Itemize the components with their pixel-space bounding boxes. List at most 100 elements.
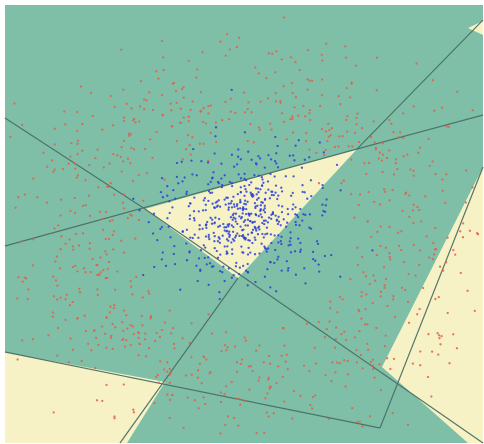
outer-class-point bbox=[334, 326, 338, 329]
outer-class-point bbox=[258, 344, 261, 347]
outer-class-point bbox=[99, 271, 102, 274]
outer-class-point bbox=[224, 100, 227, 104]
inner-class-point bbox=[291, 191, 294, 195]
outer-class-point bbox=[71, 245, 75, 248]
outer-class-point bbox=[101, 228, 105, 231]
outer-class-point bbox=[239, 403, 242, 406]
outer-class-point bbox=[162, 68, 165, 72]
outer-class-point bbox=[371, 364, 375, 368]
outer-class-point bbox=[274, 92, 277, 95]
outer-class-point bbox=[202, 107, 205, 110]
outer-class-point bbox=[283, 400, 286, 403]
inner-class-point bbox=[231, 252, 234, 256]
outer-class-point bbox=[199, 109, 203, 113]
inner-class-point bbox=[232, 195, 235, 198]
inner-class-point bbox=[236, 202, 239, 206]
outer-class-point bbox=[138, 120, 141, 123]
outer-class-point bbox=[330, 379, 333, 383]
outer-class-point bbox=[434, 172, 437, 176]
outer-class-point bbox=[156, 373, 159, 377]
inner-class-point bbox=[236, 232, 239, 235]
outer-class-point bbox=[257, 379, 260, 382]
inner-class-point bbox=[239, 191, 242, 194]
outer-class-point bbox=[246, 139, 249, 143]
outer-class-point bbox=[56, 354, 59, 357]
outer-class-point bbox=[96, 288, 99, 291]
inner-class-point bbox=[189, 236, 192, 239]
inner-class-point bbox=[266, 221, 270, 224]
outer-class-point bbox=[286, 368, 289, 371]
outer-class-point bbox=[96, 293, 99, 297]
inner-class-point bbox=[273, 175, 276, 178]
outer-class-point bbox=[181, 158, 184, 161]
inner-class-point bbox=[175, 161, 179, 165]
boundary-line-3 bbox=[356, 114, 484, 150]
inner-class-point bbox=[173, 262, 177, 266]
outer-class-point bbox=[237, 36, 241, 39]
outer-class-point bbox=[100, 325, 104, 328]
outer-class-point bbox=[166, 370, 169, 373]
outer-class-point bbox=[141, 324, 144, 327]
outer-class-point bbox=[77, 244, 81, 247]
outer-class-point bbox=[280, 112, 284, 115]
outer-class-point bbox=[373, 376, 376, 379]
inner-class-point bbox=[311, 250, 315, 254]
inner-class-point bbox=[242, 251, 245, 254]
outer-class-point bbox=[252, 141, 255, 144]
outer-class-point bbox=[76, 129, 79, 133]
inner-class-point bbox=[285, 260, 288, 263]
inner-class-point bbox=[244, 269, 248, 272]
outer-class-point bbox=[378, 203, 382, 206]
inner-class-point bbox=[221, 183, 224, 187]
outer-class-point bbox=[129, 285, 133, 288]
inner-class-point bbox=[193, 219, 196, 222]
inner-class-point bbox=[238, 272, 241, 276]
outer-class-point bbox=[149, 138, 152, 141]
inner-class-point bbox=[299, 248, 302, 251]
inner-class-point bbox=[221, 271, 224, 274]
outer-class-point bbox=[350, 192, 353, 196]
inner-class-point bbox=[227, 239, 230, 242]
outer-class-point bbox=[89, 270, 92, 274]
outer-class-point bbox=[415, 62, 418, 65]
inner-class-point bbox=[232, 216, 235, 219]
outer-class-point bbox=[52, 411, 55, 414]
outer-class-point bbox=[315, 151, 318, 154]
outer-class-point bbox=[293, 106, 296, 109]
outer-class-point bbox=[424, 195, 427, 198]
inner-class-point bbox=[222, 222, 225, 226]
outer-class-point bbox=[104, 277, 107, 280]
outer-class-point bbox=[163, 368, 166, 371]
inner-class-point bbox=[277, 194, 280, 197]
outer-class-point bbox=[369, 360, 373, 364]
outer-class-point bbox=[120, 146, 123, 149]
inner-class-point bbox=[263, 246, 267, 250]
outer-class-point bbox=[233, 345, 237, 348]
outer-class-point bbox=[234, 111, 237, 114]
inner-class-point bbox=[254, 213, 257, 216]
outer-class-point bbox=[243, 399, 246, 403]
outer-class-point bbox=[389, 367, 392, 371]
outer-class-point bbox=[189, 108, 192, 112]
inner-class-point bbox=[325, 198, 328, 201]
outer-class-point bbox=[400, 286, 404, 289]
outer-class-point bbox=[324, 130, 328, 133]
inner-class-point bbox=[274, 135, 277, 139]
outer-class-point bbox=[419, 364, 422, 367]
outer-class-point bbox=[60, 235, 63, 238]
outer-class-point bbox=[214, 121, 218, 124]
outer-class-point bbox=[388, 149, 391, 152]
outer-class-point bbox=[418, 307, 421, 311]
outer-class-point bbox=[198, 362, 202, 365]
inner-class-point bbox=[262, 219, 266, 222]
outer-class-point bbox=[126, 327, 129, 330]
inner-class-point bbox=[235, 204, 239, 207]
outer-class-point bbox=[219, 400, 223, 404]
outer-class-point bbox=[412, 221, 415, 225]
outer-class-point bbox=[333, 346, 337, 349]
outer-class-point bbox=[388, 118, 391, 122]
inner-class-point bbox=[187, 205, 190, 208]
outer-class-point bbox=[52, 170, 55, 173]
outer-class-point bbox=[168, 381, 171, 384]
outer-class-point bbox=[111, 218, 114, 222]
